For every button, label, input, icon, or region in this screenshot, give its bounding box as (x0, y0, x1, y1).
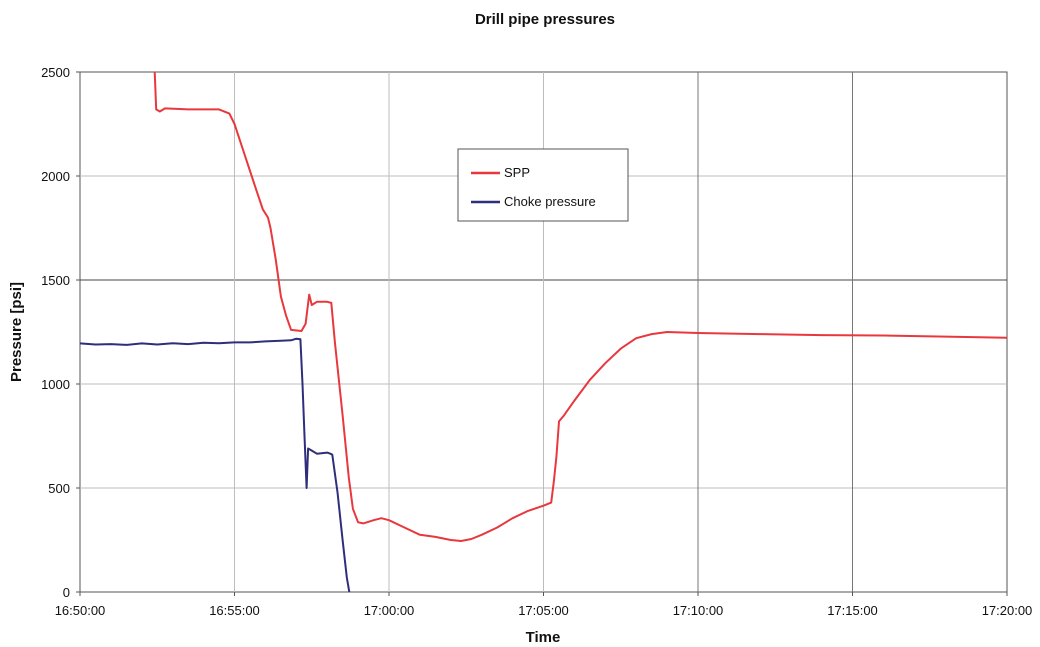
x-tick-label: 17:10:00 (673, 603, 724, 618)
legend-box (457, 148, 629, 222)
legend: SPP Choke pressure (457, 148, 629, 222)
y-tick-label: 500 (48, 481, 70, 496)
axis-ticks: 0 500 1000 1500 2000 2500 16:50:00 16:55:00 17:0… (41, 65, 1032, 618)
x-tick-label: 17:15:00 (827, 603, 878, 618)
series-lines (79, 71, 1008, 593)
x-tick-label: 17:20:00 (982, 603, 1033, 618)
y-tick-label: 0 (63, 585, 70, 600)
x-axis-title: Time (526, 629, 561, 646)
y-tick-label: 1500 (41, 273, 70, 288)
series-line-choke-pressure (79, 337, 351, 593)
legend-label-choke-pressure: Choke pressure (504, 194, 596, 209)
x-tick-label: 17:05:00 (518, 603, 569, 618)
x-tick-label: 16:50:00 (55, 603, 106, 618)
y-tick-label: 1000 (41, 377, 70, 392)
x-tick-label: 16:55:00 (209, 603, 260, 618)
legend-label-spp: SPP (504, 165, 530, 180)
chart-title: Drill pipe pressures (475, 11, 615, 28)
series-line-spp (153, 71, 1008, 542)
y-tick-label: 2000 (41, 169, 70, 184)
y-axis-title: Pressure [psi] (8, 282, 25, 382)
x-tick-label: 17:00:00 (364, 603, 415, 618)
y-tick-label: 2500 (41, 65, 70, 80)
